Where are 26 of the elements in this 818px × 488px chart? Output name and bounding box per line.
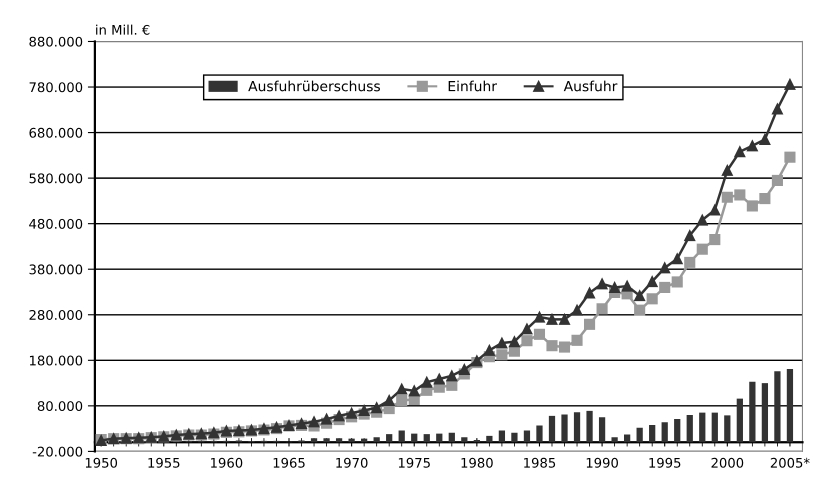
y-tick-label: 180.000	[30, 356, 82, 366]
y-tick-label: 680.000	[29, 128, 82, 138]
y-tick-label: 880.000	[29, 36, 82, 47]
y-axis-title: in Mill. €	[96, 24, 150, 35]
x-tick-label: 1985	[524, 458, 556, 468]
x-tick-label: 1975	[398, 458, 430, 468]
y-tick-label: 380.000	[30, 264, 82, 274]
x-tick-label: 1970	[336, 458, 368, 468]
y-tick-label: 80.000	[38, 401, 82, 412]
legend-label: Einfuhr	[448, 80, 497, 92]
x-tick-label: 2005*	[770, 458, 810, 468]
y-tick-label: 480.000	[29, 218, 82, 229]
y-tick-label: -20.000	[32, 446, 82, 457]
legend-label: Ausfuhr	[564, 80, 618, 92]
y-tick-label: 580.000	[30, 173, 82, 184]
x-tick-label: 2000	[711, 458, 744, 468]
x-tick-label: 1990	[586, 458, 618, 468]
x-tick-label: 1980	[462, 458, 493, 468]
x-tick-label: 1950	[86, 458, 118, 468]
x-tick-label: 1995	[649, 458, 680, 468]
x-tick-label: 1960	[211, 458, 242, 468]
legend-label: Ausfuhrüberschuss	[248, 80, 380, 92]
y-tick-label: 280.000	[29, 310, 82, 320]
x-tick-label: 1955	[148, 458, 180, 468]
y-tick-label: 780.000	[30, 82, 82, 92]
x-tick-label: 1965	[274, 458, 305, 468]
